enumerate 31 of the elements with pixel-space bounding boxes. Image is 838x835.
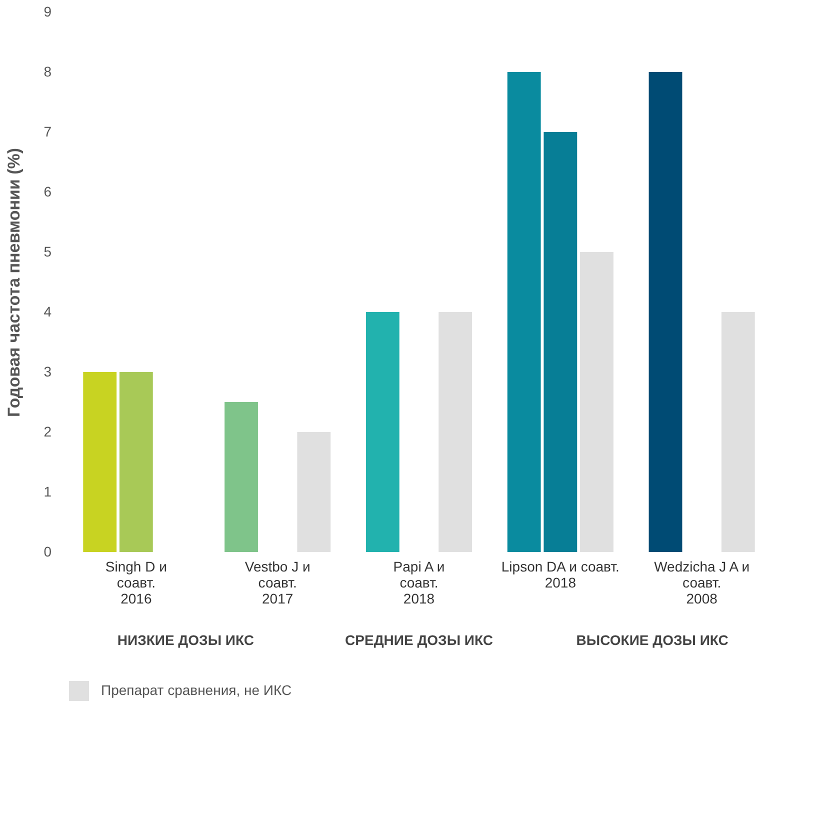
text: СРЕДНИЕ ДОЗЫ ИКС	[345, 632, 493, 648]
legend-label: Препарат сравнения, не ИКС	[101, 682, 292, 698]
y-tick-label: 7	[44, 124, 52, 140]
x-tick-label: Wedzicha J A и соавт. 2008	[654, 558, 750, 606]
x-tick-label: Singh D и соавт. 2016	[105, 558, 167, 606]
bar	[366, 312, 400, 552]
y-tick-label: 5	[44, 244, 52, 260]
y-axis-title: Годовая частота пневмонии (%)	[4, 148, 24, 418]
y-tick-label: 3	[44, 364, 52, 380]
bar	[721, 312, 755, 552]
bar	[580, 252, 614, 552]
text: НИЗКИЕ ДОЗЫ ИКС	[117, 632, 254, 648]
bar	[224, 402, 258, 552]
y-tick-label: 6	[44, 184, 52, 200]
bar	[507, 72, 541, 552]
bar	[119, 372, 153, 552]
y-tick-label: 1	[44, 484, 52, 500]
bar	[544, 132, 578, 552]
y-tick-label: 4	[44, 304, 52, 320]
bar	[438, 312, 472, 552]
x-tick-label: Vestbo J и соавт. 2017	[244, 558, 310, 606]
y-tick-label: 0	[44, 544, 52, 560]
y-tick-label: 2	[44, 424, 52, 440]
x-tick-label: Lipson DA и соавт. 2018	[501, 558, 620, 590]
bar	[83, 372, 117, 552]
text: ВЫСОКИЕ ДОЗЫ ИКС	[576, 632, 728, 648]
bar	[648, 72, 682, 552]
bar	[297, 432, 331, 552]
y-tick-label: 8	[44, 64, 52, 80]
y-tick-label: 9	[44, 4, 52, 20]
x-tick-label: Papi A и соавт. 2018	[393, 558, 445, 606]
